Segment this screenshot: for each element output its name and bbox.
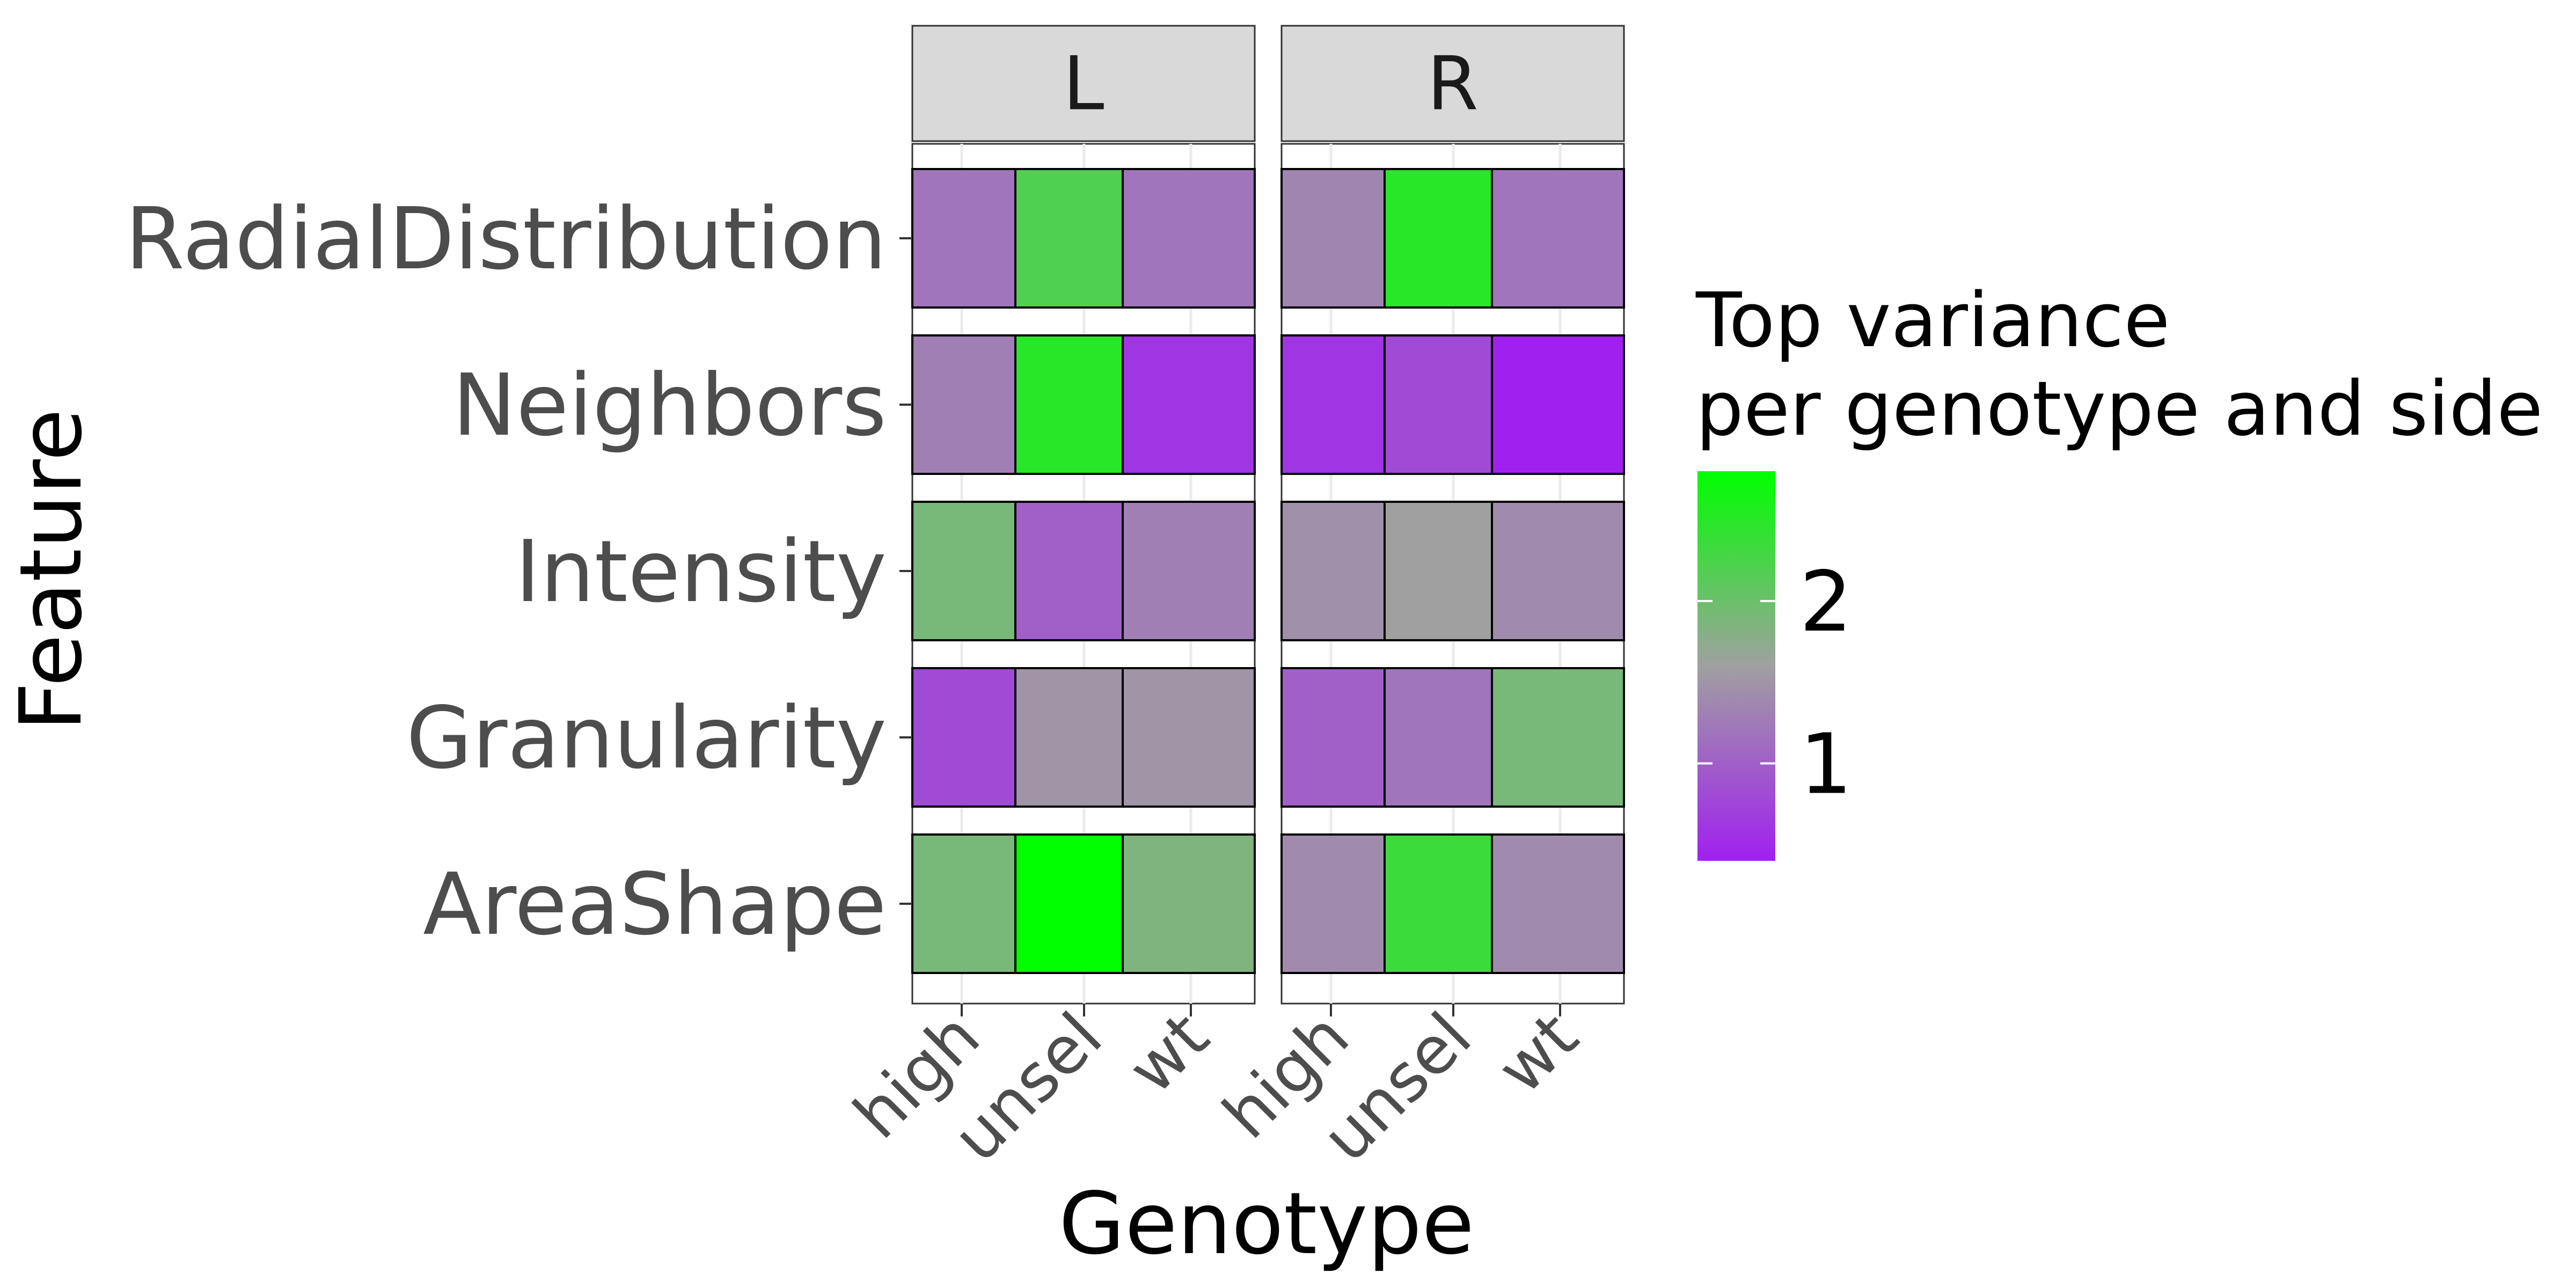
facet-strip-label: L [1063, 41, 1104, 127]
heatmap-tile [1122, 833, 1256, 974]
heatmap-tile [1280, 334, 1386, 475]
y-axis: AreaShape Granularity Intensity Neighbors Ra… [125, 189, 912, 954]
heatmap-tile [1014, 334, 1124, 475]
heatmap-tile [1384, 667, 1493, 808]
y-tick-label: Neighbors [452, 356, 887, 455]
heatmap-tile [1122, 501, 1256, 641]
facet-panel-L: L [911, 25, 1256, 1005]
heatmap-tile [911, 168, 1016, 309]
heatmap-tile [1491, 501, 1625, 641]
heatmap-tile [1122, 168, 1256, 309]
facet-strip-label: R [1427, 41, 1479, 127]
y-tick-label: Intensity [515, 522, 887, 621]
y-tick-label: Granularity [406, 689, 887, 788]
heatmap-tile [1014, 667, 1124, 808]
heatmap-tile [911, 334, 1016, 475]
color-legend: Top variance per genotype and side 12 [1695, 277, 2543, 861]
y-tick-label: AreaShape [423, 855, 887, 954]
legend-title-line-2: per genotype and side [1696, 365, 2543, 453]
heatmap-tile [1491, 168, 1625, 309]
heatmap-tile [1384, 168, 1493, 309]
facet-panel-R: R [1280, 25, 1625, 1005]
y-tick-label: RadialDistribution [125, 189, 887, 289]
x-tick-label: wt [1114, 998, 1224, 1108]
heatmap-tile [1014, 501, 1124, 641]
heatmap-tile [1384, 334, 1493, 475]
heatmap-tile [1384, 833, 1493, 974]
heatmap-tile [1122, 334, 1256, 475]
facet-strip [911, 25, 1256, 142]
heatmap-tile [1491, 667, 1625, 808]
legend-title-line-1: Top variance [1695, 277, 2170, 364]
heatmap-tile [911, 833, 1016, 974]
heatmap-tile [911, 501, 1016, 641]
y-axis-title: Feature [2, 409, 101, 731]
heatmap-tile [1014, 833, 1124, 974]
heatmap-tile [1280, 168, 1386, 309]
legend-ticks: 12 [1697, 553, 1853, 813]
heatmap-tile [1280, 667, 1386, 808]
heatmap-tile [1280, 833, 1386, 974]
legend-tick-label: 1 [1799, 716, 1853, 813]
facet-strip [1280, 25, 1625, 142]
heatmap-tile [1280, 501, 1386, 641]
heatmap-tile [1014, 168, 1124, 309]
heatmap-tile [1122, 667, 1256, 808]
x-tick-label: wt [1483, 998, 1593, 1108]
heatmap-tile [1491, 833, 1625, 974]
heatmap-tile [911, 667, 1016, 808]
legend-colorbar [1697, 471, 1775, 861]
legend-tick-label: 2 [1799, 553, 1853, 650]
x-axis-title: Genotype [1059, 1174, 1474, 1274]
heatmap-tile [1384, 501, 1493, 641]
heatmap-tile [1491, 334, 1625, 475]
